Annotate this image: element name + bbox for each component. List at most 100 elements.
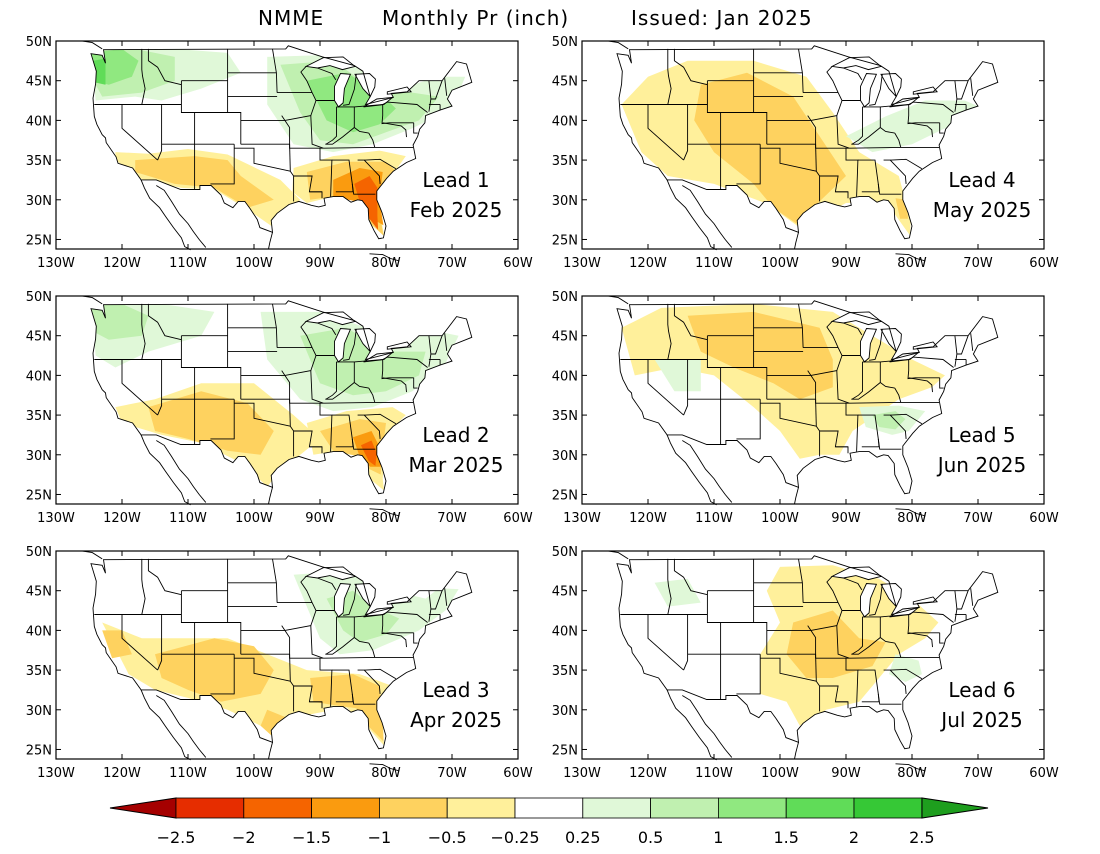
lon-tick-label: 70W (437, 511, 467, 526)
lon-tick-label: 60W (503, 511, 533, 526)
lon-tick-label: 70W (437, 256, 467, 271)
anomaly-region (846, 100, 978, 153)
lead-label: Lead 5 (948, 423, 1015, 447)
month-label: May 2025 (933, 198, 1032, 222)
map-panel-lead-5: 50N 45N 40N 35N 30N 25N 130W 120W 110W 100W 90W 80W… (538, 290, 1059, 532)
map-panel-lead-4: 50N 45N 40N 35N 30N 25N 130W 120W 110W 100W 90W 80W… (538, 35, 1059, 277)
lon-tick-label: 130W (37, 766, 75, 781)
map-frame (55, 295, 519, 505)
lon-tick-label: 130W (563, 256, 601, 271)
lon-tick-label: 70W (963, 256, 993, 271)
lon-tick-label: 110W (169, 766, 207, 781)
lon-tick-label: 60W (1029, 766, 1059, 781)
lat-tick-label: 35N (552, 154, 578, 169)
lat-tick-label: 30N (552, 704, 578, 719)
lead-label: Lead 1 (422, 168, 489, 192)
anomaly-region (102, 630, 132, 659)
coastlines-and-borders (608, 40, 999, 262)
coastlines-and-borders (82, 550, 473, 772)
lat-tick-label: 40N (552, 624, 578, 639)
lon-tick-label: 80W (371, 511, 401, 526)
lat-tick-label: 25N (26, 743, 52, 758)
lat-tick-label: 45N (26, 75, 52, 90)
lon-tick-label: 60W (1029, 511, 1059, 526)
anomaly-region (135, 156, 274, 208)
lat-tick-label: 50N (26, 545, 52, 560)
lat-tick-label: 40N (26, 369, 52, 384)
anomaly-region (687, 311, 833, 400)
colorbar: −2.5 −2 −1.5 −1 −0.5 −0.25 0.25 0.5 1 1.5 2 2.5 (100, 795, 1000, 850)
lead-label: Lead 3 (422, 678, 489, 702)
map-panel-lead-2: 50N 45N 40N 35N 30N 25N 130W 120W 110W 100W 90W 80W… (12, 290, 533, 532)
month-label: Feb 2025 (410, 198, 503, 222)
month-label: Mar 2025 (409, 453, 504, 477)
anomaly-region (360, 440, 377, 466)
lon-tick-label: 90W (831, 256, 861, 271)
colorbar-label: 1 (713, 828, 723, 847)
colorbar-label: −2 (232, 828, 256, 847)
lat-tick-label: 35N (26, 154, 52, 169)
lon-tick-label: 120W (629, 256, 667, 271)
precip-anomaly-shading (621, 303, 945, 459)
colorbar-box (446, 797, 516, 819)
lat-tick-label: 25N (552, 233, 578, 248)
lat-tick-label: 50N (552, 290, 578, 305)
colorbar-box (514, 797, 584, 819)
lon-tick-label: 70W (963, 511, 993, 526)
variable-name: Monthly Pr (inch) (382, 6, 570, 30)
lead-label: Lead 6 (948, 678, 1015, 702)
lat-tick-label: 30N (552, 194, 578, 209)
lon-tick-label: 130W (37, 511, 75, 526)
month-label: Jun 2025 (936, 453, 1027, 477)
lat-tick-label: 30N (26, 449, 52, 464)
map-frame (581, 295, 1045, 505)
lon-tick-label: 110W (169, 256, 207, 271)
anomaly-region (786, 610, 886, 678)
lon-tick-label: 100W (235, 256, 273, 271)
lon-tick-label: 60W (503, 256, 533, 271)
lon-tick-label: 110W (695, 766, 733, 781)
colorbar-label: 2.5 (909, 828, 934, 847)
colorbar-label: −2.5 (157, 828, 196, 847)
lat-tick-label: 40N (552, 114, 578, 129)
figure-title: NMME Monthly Pr (inch) Issued: Jan 2025 (0, 6, 1100, 32)
lon-tick-label: 90W (831, 511, 861, 526)
lon-tick-label: 120W (103, 256, 141, 271)
lon-tick-label: 130W (563, 511, 601, 526)
lon-tick-label: 120W (629, 766, 667, 781)
coastlines-and-borders (608, 550, 999, 772)
colorbar-label: 0.5 (638, 828, 663, 847)
month-label: Jul 2025 (939, 708, 1022, 732)
map-panel-lead-1: 50N 45N 40N 35N 30N 25N 130W 120W 110W 100W 90W 80W… (12, 35, 533, 277)
lon-tick-label: 110W (169, 511, 207, 526)
lat-tick-label: 40N (26, 114, 52, 129)
lat-tick-label: 45N (26, 330, 52, 345)
lon-tick-label: 100W (235, 766, 273, 781)
colorbar-label: −1 (368, 828, 392, 847)
lon-tick-label: 70W (437, 766, 467, 781)
anomaly-region (260, 709, 287, 738)
lat-tick-label: 40N (552, 369, 578, 384)
lon-tick-label: 130W (563, 766, 601, 781)
lat-tick-label: 35N (26, 409, 52, 424)
colorbar-label: −0.5 (428, 828, 467, 847)
colorbar-label: −1.5 (292, 828, 331, 847)
lat-tick-label: 35N (552, 409, 578, 424)
anomaly-region (91, 303, 149, 340)
lat-tick-label: 25N (552, 743, 578, 758)
lead-label: Lead 2 (422, 423, 489, 447)
map-frame (55, 550, 519, 760)
lon-tick-label: 80W (897, 256, 927, 271)
lon-tick-label: 80W (371, 766, 401, 781)
lon-tick-label: 60W (503, 766, 533, 781)
map-frame (581, 40, 1045, 250)
lon-tick-label: 80W (371, 256, 401, 271)
colorbar-box (582, 797, 651, 819)
lon-tick-label: 110W (695, 511, 733, 526)
lat-tick-label: 45N (552, 75, 578, 90)
lon-tick-label: 90W (305, 766, 335, 781)
colorbar-box (311, 797, 380, 819)
lat-tick-label: 25N (26, 233, 52, 248)
lat-tick-label: 50N (26, 290, 52, 305)
lat-tick-label: 35N (552, 664, 578, 679)
